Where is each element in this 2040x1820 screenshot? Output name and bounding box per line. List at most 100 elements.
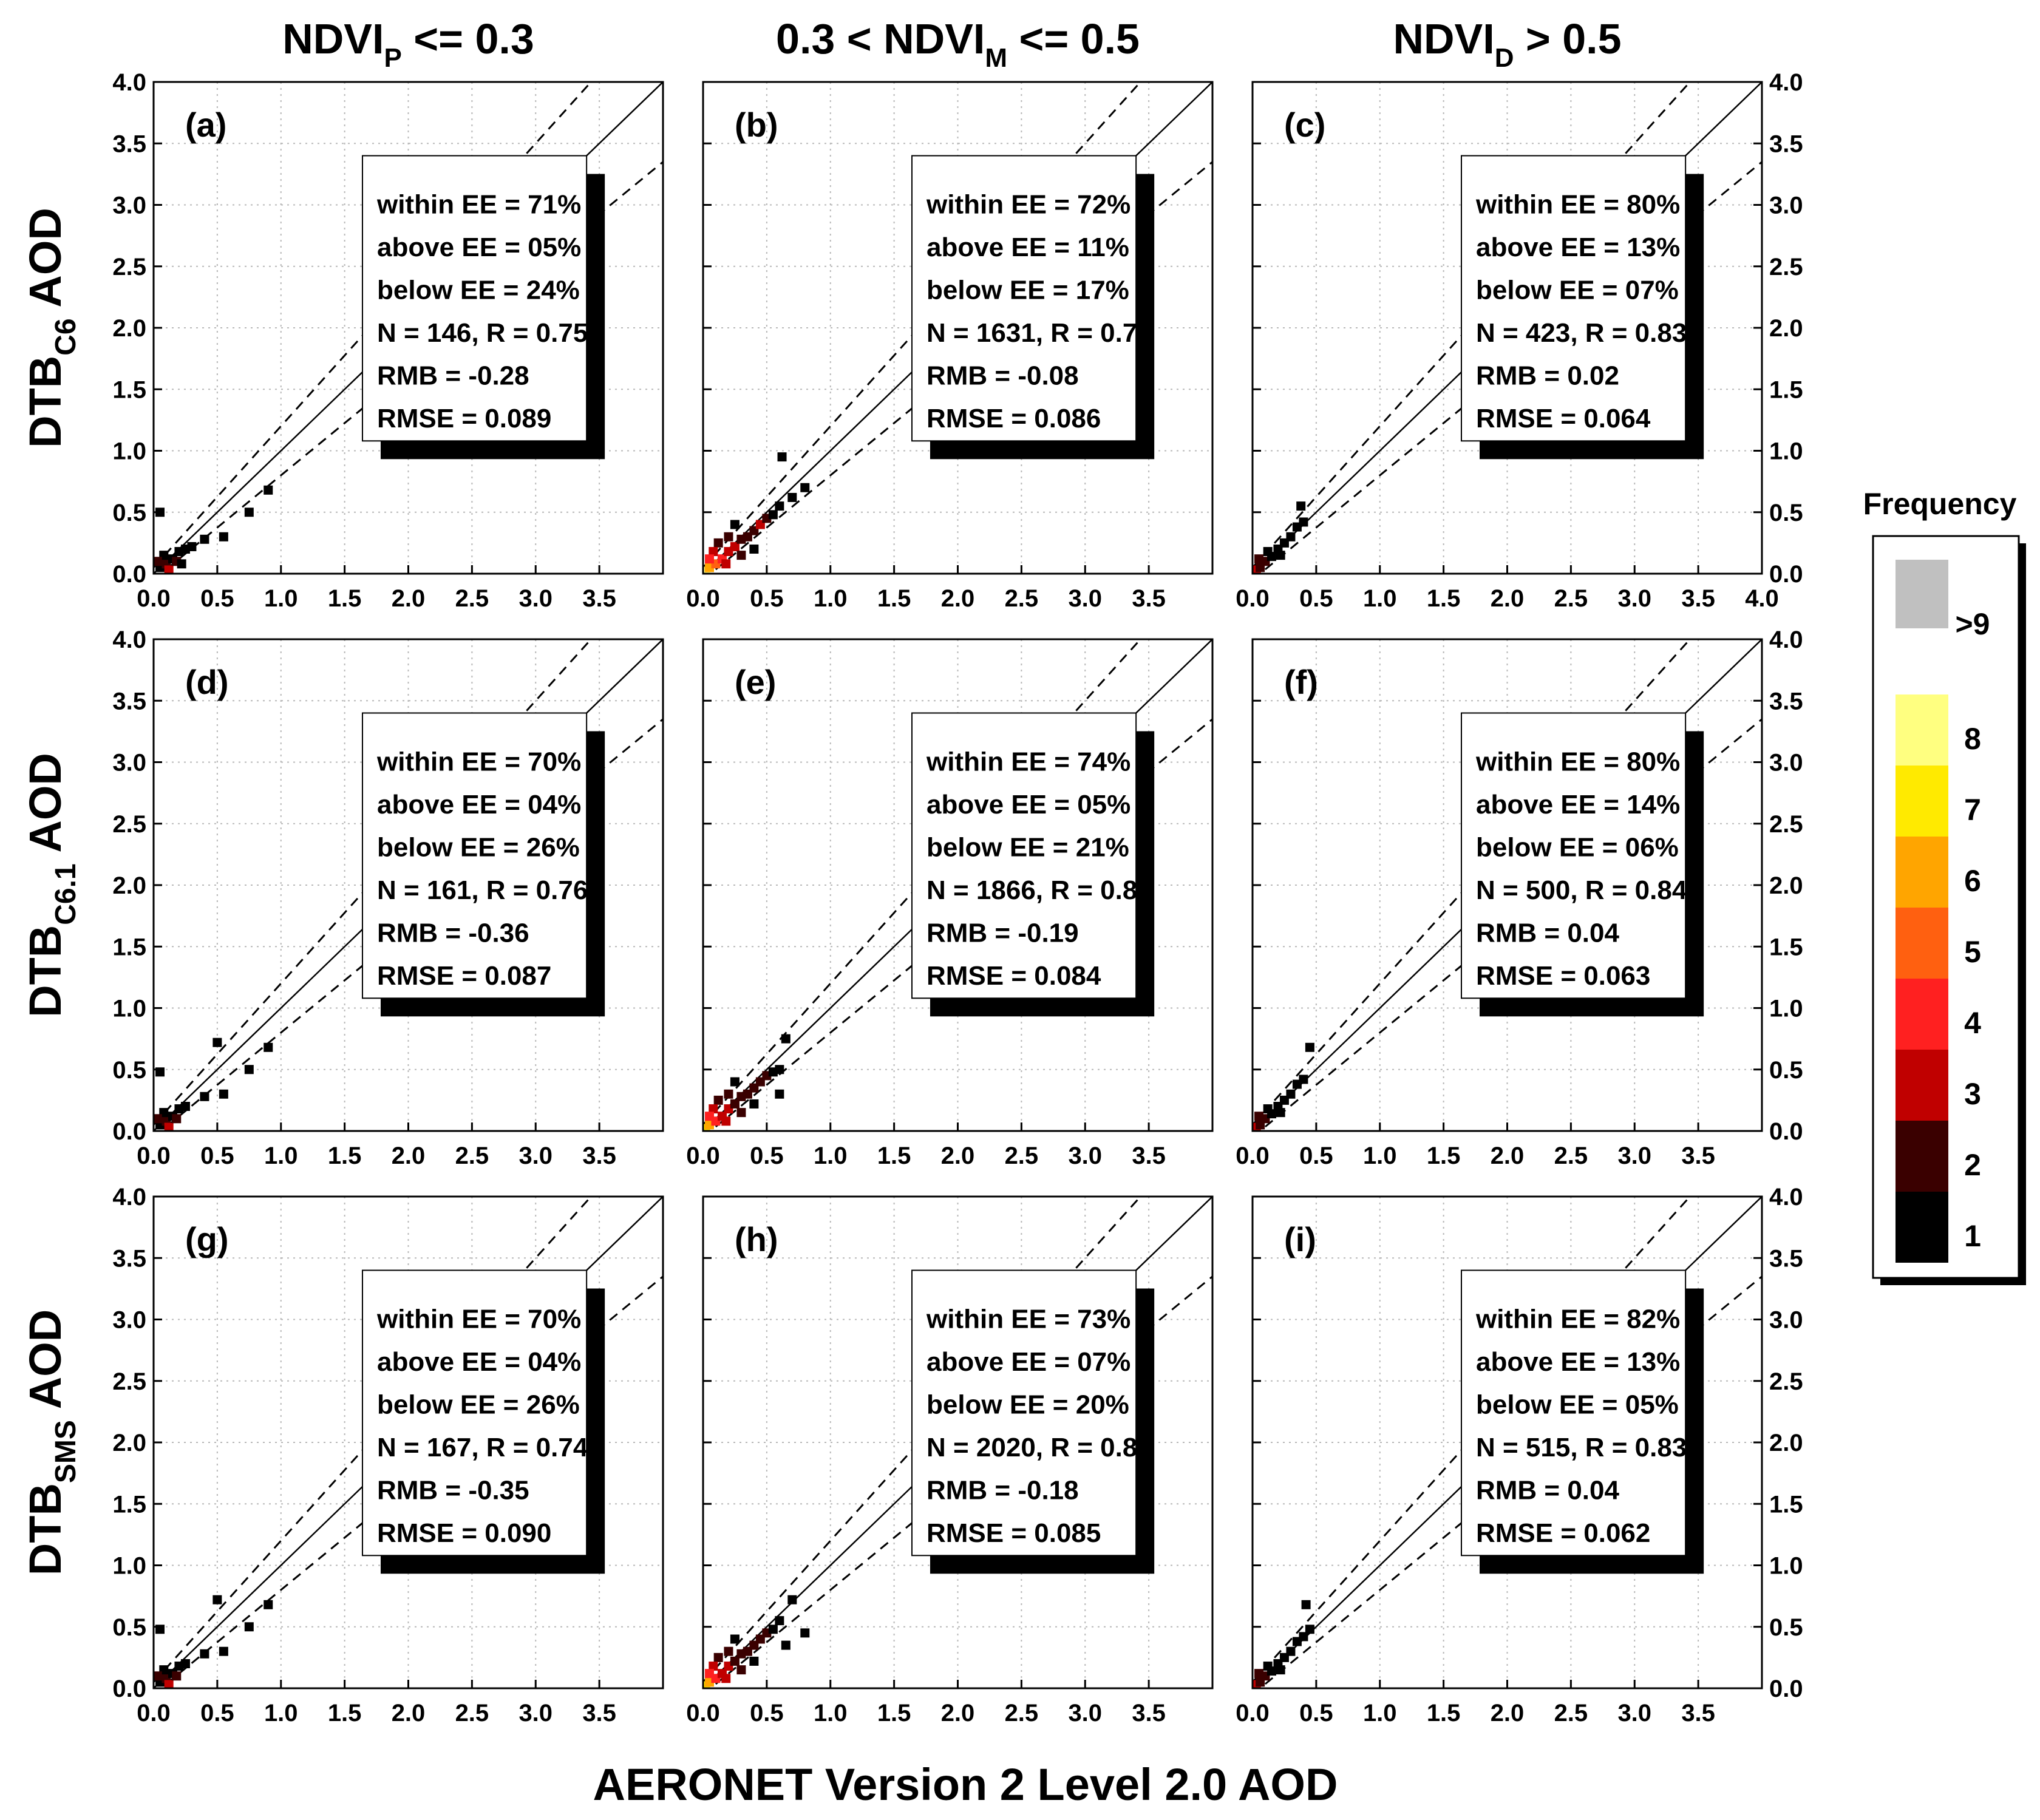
data-point (730, 1099, 739, 1109)
y-tick-label: 1.5 (1769, 376, 1803, 403)
colorbar-label: 1 (1964, 1219, 1981, 1253)
x-axis-label: AERONET Version 2 Level 2.0 AOD (593, 1759, 1338, 1810)
x-tick-label: 1.5 (877, 1700, 911, 1727)
y-tick-label: 2.5 (1769, 254, 1803, 280)
data-point (768, 1625, 778, 1634)
x-tick-label: 3.5 (1132, 1143, 1166, 1169)
x-tick-label: 2.0 (392, 585, 426, 612)
stats-line: N = 515, R = 0.83 (1476, 1433, 1687, 1462)
data-point (781, 1640, 790, 1650)
x-tick-label: 2.5 (455, 1700, 489, 1727)
stats-line: within EE = 74% (926, 747, 1130, 777)
y-tick-label: 3.5 (112, 688, 146, 715)
x-tick-label: 1.5 (1427, 585, 1461, 612)
x-tick-label: 2.5 (1554, 585, 1588, 612)
stats-line: RMB = -0.19 (926, 918, 1079, 948)
y-tick-label: 0.0 (1769, 1118, 1803, 1145)
row-label-3: DTBSMS AOD (20, 1309, 82, 1575)
x-tick-label: 1.0 (814, 1700, 848, 1727)
data-point (730, 1077, 739, 1087)
stats-box (911, 155, 1137, 442)
colorbar-swatch (1895, 560, 1948, 628)
x-tick-label: 0.5 (1299, 1700, 1333, 1727)
colorbar-swatch (1895, 1192, 1948, 1263)
stats-line: above EE = 13% (1476, 1347, 1680, 1377)
stats-line: above EE = 05% (377, 233, 581, 262)
data-point (775, 1616, 784, 1626)
y-tick-label: 4.0 (112, 1184, 146, 1211)
y-tick-label: 3.0 (1769, 750, 1803, 776)
x-tick-label: 3.0 (518, 1700, 552, 1727)
stats-line: above EE = 04% (377, 790, 581, 820)
panel-a: (a) 0.0 0.5 1.0 1.5 2.0 2.5 3.0 3.5 0.0 0.5 1.0 1.5 2… (112, 69, 664, 612)
data-point (1276, 551, 1285, 560)
x-tick-label: 0.0 (1236, 1143, 1270, 1169)
stats-line: within EE = 80% (1475, 190, 1680, 220)
x-tick-label: 1.0 (264, 1143, 298, 1169)
x-tick-label: 2.5 (1554, 1143, 1588, 1169)
stats-line: below EE = 17% (926, 276, 1129, 305)
data-point (704, 1669, 714, 1679)
data-point (709, 547, 718, 557)
stats-line: RMSE = 0.089 (377, 404, 551, 433)
stats-line: N = 167, R = 0.74 (377, 1433, 588, 1462)
x-tick-label: 3.5 (1681, 1700, 1715, 1727)
colorbar-label: 3 (1964, 1077, 1981, 1111)
stats-line: below EE = 26% (377, 1390, 580, 1420)
data-point (172, 1114, 182, 1124)
colorbar-swatch (1895, 1050, 1948, 1121)
stats-line: within EE = 71% (376, 190, 581, 220)
data-point (730, 1656, 739, 1666)
stats-line: RMSE = 0.063 (1476, 961, 1650, 991)
stats-line: below EE = 20% (926, 1390, 1129, 1420)
stats-line: below EE = 05% (1476, 1390, 1679, 1420)
stats-line: below EE = 07% (1476, 276, 1679, 305)
y-tick-label: 2.0 (112, 872, 146, 899)
x-tick-label: 0.5 (750, 1700, 784, 1727)
stats-line: N = 423, R = 0.83 (1476, 318, 1687, 348)
data-point (730, 520, 739, 529)
stats-line: below EE = 26% (377, 833, 580, 863)
y-tick-label: 2.5 (112, 1368, 146, 1395)
panel-letter: (c) (1284, 106, 1325, 144)
data-point (787, 492, 797, 502)
colorbar-label: 7 (1964, 793, 1981, 827)
y-tick-label: 3.0 (1769, 192, 1803, 219)
data-point (721, 1116, 731, 1126)
colorbar-label: 8 (1964, 722, 1981, 756)
x-tick-label: 2.5 (455, 585, 489, 612)
colorbar-label: >9 (1955, 607, 1990, 641)
x-tick-label: 0.5 (1299, 1143, 1333, 1169)
data-point (212, 1595, 222, 1604)
y-tick-label: 2.0 (1769, 1430, 1803, 1456)
data-point (164, 1680, 174, 1688)
y-tick-label: 2.5 (1769, 1368, 1803, 1395)
x-tick-label: 3.0 (518, 585, 552, 612)
data-point (1254, 1112, 1263, 1121)
panel-i: (i) 0.0 0.5 1.0 1.5 2.0 2.5 3.0 3.5 0.0 0.5 1.0 1.5 2… (1236, 1184, 1803, 1727)
data-point (154, 1114, 162, 1124)
x-tick-label: 2.0 (1491, 585, 1525, 612)
x-tick-label: 1.5 (328, 585, 362, 612)
data-point (724, 532, 733, 542)
x-tick-label: 0.5 (750, 585, 784, 612)
y-tick-label: 4.0 (1769, 69, 1803, 96)
panel-letter: (f) (1284, 663, 1318, 701)
y-tick-label: 0.0 (112, 1676, 146, 1702)
column-header-2: 0.3 < NDVIM <= 0.5 (776, 15, 1140, 73)
stats-line: RMB = -0.28 (377, 361, 529, 391)
y-tick-label: 0.5 (1769, 1057, 1803, 1084)
stats-line: within EE = 70% (376, 1305, 581, 1334)
stats-line: above EE = 05% (926, 790, 1130, 820)
y-tick-label: 0.0 (1769, 1676, 1803, 1702)
data-point (219, 532, 228, 542)
stats-line: RMB = 0.02 (1476, 361, 1619, 391)
colorbar-swatch (1895, 1121, 1948, 1192)
y-tick-label: 1.5 (112, 1491, 146, 1518)
x-tick-label: 2.0 (941, 585, 975, 612)
stats-box (911, 712, 1137, 999)
data-point (187, 542, 197, 551)
stats-line: N = 1631, R = 0.79 (926, 318, 1152, 348)
y-tick-label: 4.0 (1769, 1184, 1803, 1211)
